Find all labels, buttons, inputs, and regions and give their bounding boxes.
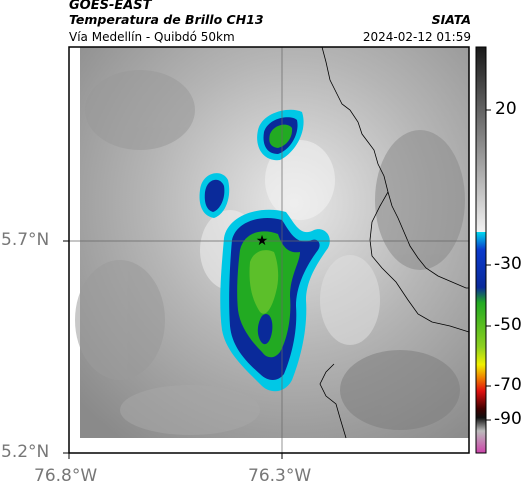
lat-label-5.2: 5.2°N — [1, 442, 50, 462]
storm-cell-west — [199, 173, 230, 218]
satellite-name: GOES-EAST — [69, 0, 152, 13]
storm-cell-north — [257, 109, 304, 161]
lon-label-76.3: 76.3°W — [248, 466, 312, 486]
organization-label: SIATA — [431, 12, 471, 27]
region-subtitle: Vía Medellín - Quibdó 50km — [69, 30, 235, 44]
map-frame — [68, 46, 470, 454]
coast-border — [319, 363, 347, 439]
colorbar-label-minus70: -70 — [494, 375, 522, 395]
colorbar-label-minus30: -30 — [494, 254, 522, 274]
colorbar-label-minus50: -50 — [494, 315, 522, 335]
product-title: Temperatura de Brillo CH13 — [69, 12, 264, 27]
colorbar-label-20: 20 — [495, 99, 517, 119]
country-border — [321, 46, 469, 289]
colorbar-color — [476, 232, 486, 453]
storm-cell-main — [220, 209, 330, 392]
department-border — [369, 191, 470, 333]
colorbar-gray — [476, 47, 486, 232]
star-icon: ★ — [256, 233, 269, 249]
axis-ticks — [63, 240, 283, 459]
colorbar-label-minus90: -90 — [494, 409, 522, 429]
lat-label-5.7: 5.7°N — [1, 230, 50, 250]
datetime-label: 2024-02-12 01:59 — [362, 30, 471, 44]
cloud-texture — [75, 70, 465, 435]
colorbar-ticks — [486, 109, 491, 421]
lon-label-76.8: 76.8°W — [34, 466, 98, 486]
colorbar-frame — [475, 46, 487, 454]
